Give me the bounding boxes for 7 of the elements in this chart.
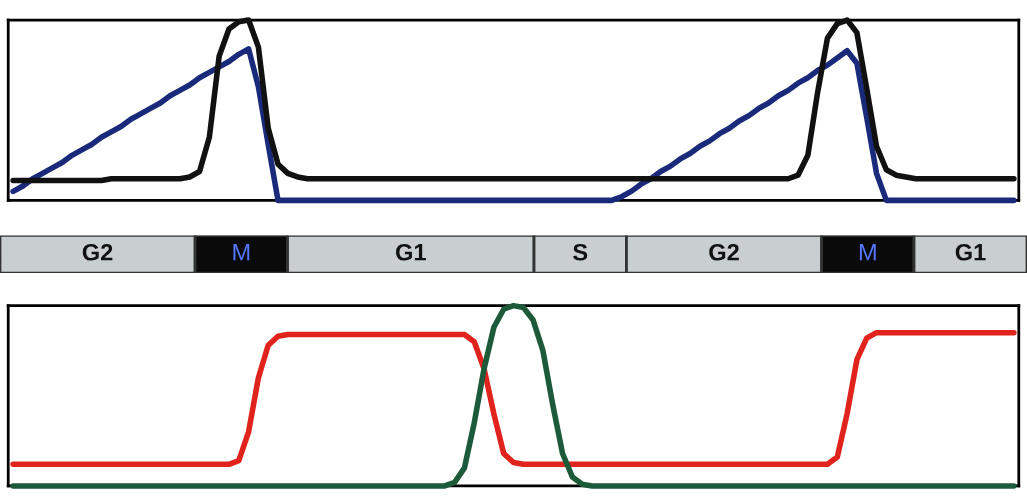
series-label: S	[573, 243, 588, 261]
series-label: M	[859, 244, 876, 261]
series-label: G2	[82, 243, 113, 261]
series-label: G1	[955, 243, 986, 261]
series-label: G2	[709, 243, 739, 261]
series-label: G1	[396, 243, 426, 261]
series-label: M	[233, 244, 250, 261]
